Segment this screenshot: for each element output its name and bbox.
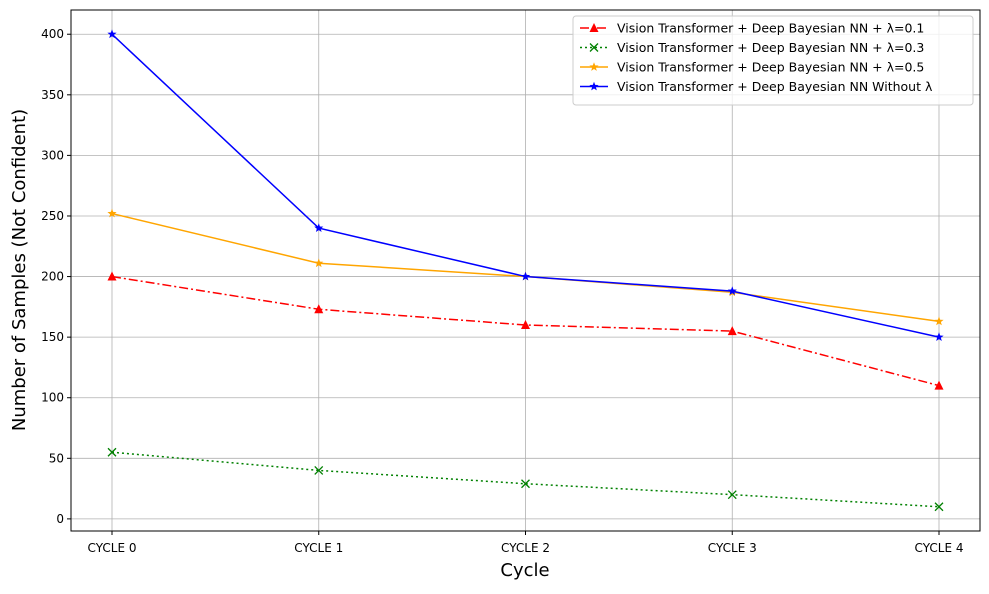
y-axis-label: Number of Samples (Not Confident) bbox=[9, 109, 30, 431]
star-marker bbox=[589, 81, 599, 91]
legend: Vision Transformer + Deep Bayesian NN + … bbox=[572, 15, 974, 106]
series-line bbox=[111, 451, 940, 508]
x-marker bbox=[727, 490, 737, 500]
series-group bbox=[107, 29, 944, 512]
star-marker bbox=[727, 286, 737, 295]
x-marker bbox=[107, 447, 117, 457]
triangle-marker bbox=[934, 380, 944, 390]
x-tick-label: CYCLE 4 bbox=[915, 541, 964, 555]
star-marker bbox=[314, 223, 324, 232]
triangle-marker bbox=[727, 326, 737, 336]
x-axis-label: Cycle bbox=[500, 560, 549, 581]
legend-entry: Vision Transformer + Deep Bayesian NN + … bbox=[580, 21, 924, 36]
legend-label: Vision Transformer + Deep Bayesian NN Wi… bbox=[617, 79, 933, 94]
star-marker bbox=[107, 29, 117, 39]
legend-label: Vision Transformer + Deep Bayesian NN + … bbox=[617, 60, 924, 75]
star-marker bbox=[934, 316, 944, 326]
legend-entry: Vision Transformer + Deep Bayesian NN + … bbox=[580, 60, 924, 75]
x-tick-label: CYCLE 1 bbox=[294, 541, 343, 555]
y-tick-label: 350 bbox=[41, 88, 64, 102]
y-tick-label: 300 bbox=[41, 148, 64, 162]
star-marker bbox=[314, 258, 324, 268]
y-tick-label: 100 bbox=[41, 391, 64, 405]
x-marker bbox=[934, 502, 944, 512]
series-3 bbox=[107, 29, 944, 341]
x-marker bbox=[521, 479, 530, 489]
star-marker bbox=[589, 62, 599, 71]
star-marker bbox=[107, 208, 117, 218]
x-marker bbox=[314, 465, 324, 475]
x-tick-label: CYCLE 2 bbox=[501, 541, 550, 555]
plot-frame bbox=[70, 9, 981, 532]
y-axis: 0 50 100 150 200 250 300 350 400 bbox=[41, 27, 71, 526]
y-tick-label: 200 bbox=[41, 270, 64, 284]
legend-label: Vision Transformer + Deep Bayesian NN + … bbox=[617, 40, 924, 55]
legend-entry: Vision Transformer + Deep Bayesian NN + … bbox=[580, 40, 924, 55]
legend-label: Vision Transformer + Deep Bayesian NN + … bbox=[617, 21, 924, 36]
y-tick-label: 400 bbox=[41, 27, 64, 41]
triangle-marker bbox=[314, 304, 324, 314]
triangle-marker bbox=[589, 23, 599, 32]
star-marker bbox=[520, 271, 531, 281]
legend-box bbox=[572, 15, 974, 106]
series-0 bbox=[107, 271, 944, 390]
x-marker bbox=[589, 43, 599, 52]
x-axis: CYCLE 0 CYCLE 1 CYCLE 2 CYCLE 3 CYCLE 4 bbox=[88, 531, 964, 555]
x-tick-label: CYCLE 0 bbox=[88, 541, 137, 555]
triangle-marker bbox=[521, 320, 530, 330]
series-1 bbox=[107, 447, 944, 512]
y-tick-label: 250 bbox=[41, 209, 64, 223]
triangle-marker bbox=[107, 271, 117, 281]
y-tick-label: 0 bbox=[56, 512, 64, 526]
x-tick-label: CYCLE 3 bbox=[708, 541, 757, 555]
y-tick-label: 50 bbox=[49, 451, 64, 465]
star-marker bbox=[934, 332, 944, 341]
legend-entry: Vision Transformer + Deep Bayesian NN Wi… bbox=[580, 79, 933, 94]
y-tick-label: 150 bbox=[41, 330, 64, 344]
